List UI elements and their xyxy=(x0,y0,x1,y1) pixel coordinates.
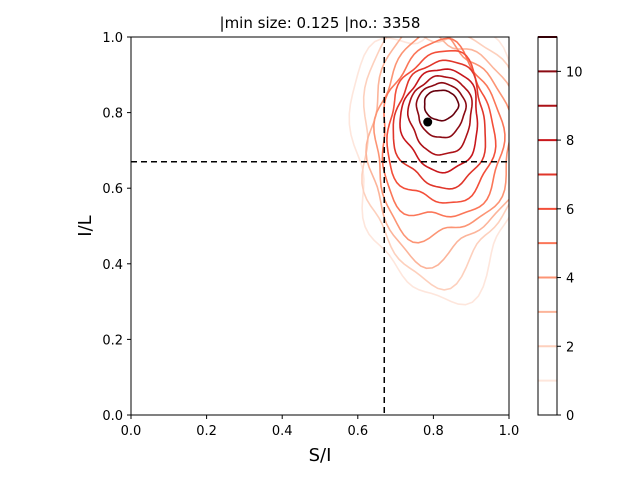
x-tick-label: 0.8 xyxy=(423,424,444,439)
colorbar-tick-label: 0 xyxy=(566,409,574,424)
colorbar: 0 2 4 6 8 10 xyxy=(537,36,583,424)
x-tick-label: 1.0 xyxy=(499,424,520,439)
mean-point-marker xyxy=(423,117,433,127)
x-tick-label: 0.6 xyxy=(347,424,368,439)
x-tick-label: 0.4 xyxy=(272,424,293,439)
y-axis-label: I/L xyxy=(75,215,96,236)
colorbar-tick-label: 6 xyxy=(566,203,574,218)
x-axis-ticks: 0.0 0.2 0.4 0.6 0.8 1.0 xyxy=(121,415,520,439)
contour-level-5 xyxy=(381,37,506,218)
x-axis-label: S/I xyxy=(309,445,332,466)
contour-level-3 xyxy=(365,37,509,270)
contour-level-8 xyxy=(399,68,479,174)
y-tick-label: 0.0 xyxy=(102,409,123,424)
colorbar-tick-label: 4 xyxy=(566,272,574,287)
colorbar-frame xyxy=(537,36,558,416)
contour-level-1 xyxy=(348,37,509,306)
x-tick-label: 0.0 xyxy=(121,424,142,439)
contour-level-7 xyxy=(392,59,487,190)
y-tick-label: 0.8 xyxy=(102,107,123,122)
plot-frame xyxy=(130,36,510,416)
contour-level-2 xyxy=(361,37,509,291)
contour-level-11 xyxy=(423,89,460,122)
contour-level-9 xyxy=(407,74,473,156)
chart-title: |min size: 0.125 |no.: 3358 xyxy=(220,14,421,32)
y-axis-ticks: 0.0 0.2 0.4 0.6 0.8 1.0 xyxy=(102,31,131,424)
colorbar-tick-label: 2 xyxy=(566,340,574,355)
reference-lines xyxy=(131,37,509,415)
y-tick-label: 0.4 xyxy=(102,258,123,273)
y-tick-label: 0.2 xyxy=(102,333,123,348)
colorbar-tick-label: 10 xyxy=(566,65,583,80)
colorbar-tick-label: 8 xyxy=(566,134,574,149)
contour-layer xyxy=(348,37,509,306)
contour-level-6 xyxy=(386,49,497,204)
y-tick-label: 0.6 xyxy=(102,182,123,197)
y-tick-label: 1.0 xyxy=(102,31,123,46)
contour-level-10 xyxy=(415,81,468,139)
x-tick-label: 0.2 xyxy=(196,424,217,439)
